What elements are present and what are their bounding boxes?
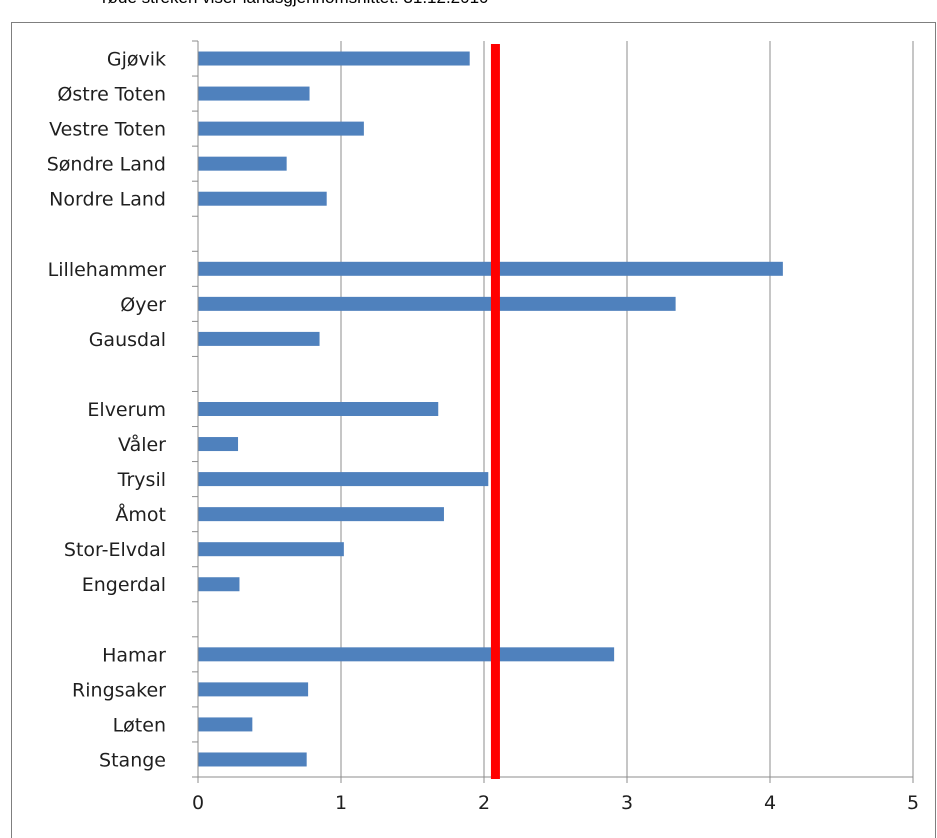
bar: [198, 752, 307, 767]
category-label: Engerdal: [82, 574, 166, 596]
tick-labels: 0 1 2 3 4 5: [192, 792, 919, 814]
x-tick-label: 2: [478, 792, 490, 814]
category-label: Løten: [113, 714, 166, 736]
axes: [192, 40, 914, 783]
category-label: Trysil: [117, 469, 166, 491]
bar: [198, 437, 239, 452]
category-labels: Gjøvik Østre Toten Vestre Toten Søndre Land…: [47, 49, 166, 772]
reference-line: [490, 44, 500, 779]
bar: [198, 51, 470, 66]
category-label: Østre Toten: [57, 84, 166, 106]
bar: [198, 121, 364, 136]
x-tick-label: 1: [335, 792, 347, 814]
bar: [198, 577, 240, 592]
bar: [198, 682, 309, 697]
bar: [198, 542, 344, 557]
chart-caption: røde streken viser landsgjennomsnittet: …: [102, 0, 489, 8]
chart-border: [11, 22, 936, 838]
bar: [198, 156, 287, 171]
bar: [198, 647, 615, 662]
bar: [198, 472, 489, 487]
category-label: Ringsaker: [72, 679, 166, 701]
category-label: Gausdal: [89, 329, 166, 351]
bar: [198, 86, 310, 101]
bar: [198, 191, 327, 206]
category-label: Våler: [118, 433, 166, 456]
bars: [198, 51, 783, 767]
x-tick-label: 0: [192, 792, 204, 814]
category-label: Elverum: [87, 399, 166, 421]
category-label: Lillehammer: [48, 259, 167, 281]
bar: [198, 296, 676, 311]
x-tick-label: 5: [907, 792, 919, 814]
bar: [198, 402, 439, 416]
category-label: Søndre Land: [47, 154, 166, 176]
category-label: Stange: [99, 749, 166, 771]
bar: [198, 717, 253, 732]
category-label: Vestre Toten: [49, 119, 166, 141]
category-label: Nordre Land: [49, 189, 166, 211]
category-label: Åmot: [115, 503, 166, 526]
category-label: Stor-Elvdal: [64, 539, 166, 561]
category-label: Hamar: [102, 644, 166, 666]
bar: [198, 331, 320, 346]
x-tick-label: 4: [764, 792, 776, 814]
bar: [198, 261, 783, 276]
category-label: Øyer: [120, 294, 166, 316]
x-tick-label: 3: [621, 792, 633, 814]
national-average-line: [490, 44, 500, 779]
bar: [198, 507, 444, 522]
category-label: Gjøvik: [107, 49, 166, 71]
